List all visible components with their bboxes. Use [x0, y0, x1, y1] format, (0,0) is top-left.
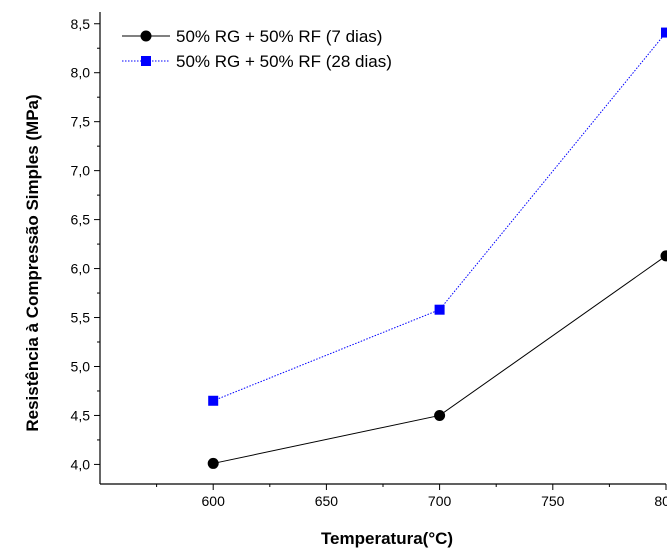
data-point — [434, 409, 446, 421]
y-axis-title: Resistência à Compressão Simples (MPa) — [23, 94, 42, 431]
y-tick-label: 8,5 — [71, 16, 91, 32]
y-axis: 4,0 4,5 5,0 5,5 6,0 6,5 7,0 7,5 8,0 8,5 — [71, 16, 100, 472]
data-point — [208, 395, 219, 406]
series-line — [213, 32, 667, 402]
data-point — [660, 250, 667, 262]
legend-label: 50% RG + 50% RF (28 dias) — [176, 52, 392, 71]
data-point — [661, 27, 667, 38]
x-tick-label: 750 — [541, 493, 565, 509]
x-tick-label: 650 — [315, 493, 339, 509]
x-tick-label: 600 — [202, 493, 226, 509]
series-1 — [207, 250, 667, 469]
legend-marker — [140, 30, 152, 42]
x-axis-title: Temperatura(°C) — [321, 529, 453, 548]
y-tick-label: 8,0 — [71, 65, 91, 81]
plot-frame — [99, 12, 666, 485]
y-tick-label: 7,5 — [71, 114, 91, 130]
y-tick-label: 4,0 — [71, 456, 91, 472]
legend-label: 50% RG + 50% RF (7 dias) — [176, 27, 382, 46]
y-tick-label: 6,5 — [71, 212, 91, 228]
x-tick-label: 800 — [654, 493, 667, 509]
series-2 — [208, 27, 667, 406]
y-tick-label: 5,0 — [71, 358, 91, 374]
legend-marker — [141, 56, 151, 66]
data-point — [434, 304, 445, 315]
y-tick-label: 5,5 — [71, 310, 91, 326]
y-tick-label: 6,0 — [71, 261, 91, 277]
y-tick-label: 7,0 — [71, 163, 91, 179]
series-layer — [207, 27, 667, 469]
data-point — [207, 457, 219, 469]
x-axis: 600 650 700 750 800 — [156, 484, 667, 509]
series-line — [213, 255, 667, 464]
legend-item: 50% RG + 50% RF (7 dias) — [122, 27, 382, 46]
x-tick-label: 700 — [428, 493, 452, 509]
legend-item: 50% RG + 50% RF (28 dias) — [122, 52, 392, 71]
legend: 50% RG + 50% RF (7 dias) 50% RG + 50% RF … — [122, 27, 392, 71]
y-tick-label: 4,5 — [71, 407, 91, 423]
